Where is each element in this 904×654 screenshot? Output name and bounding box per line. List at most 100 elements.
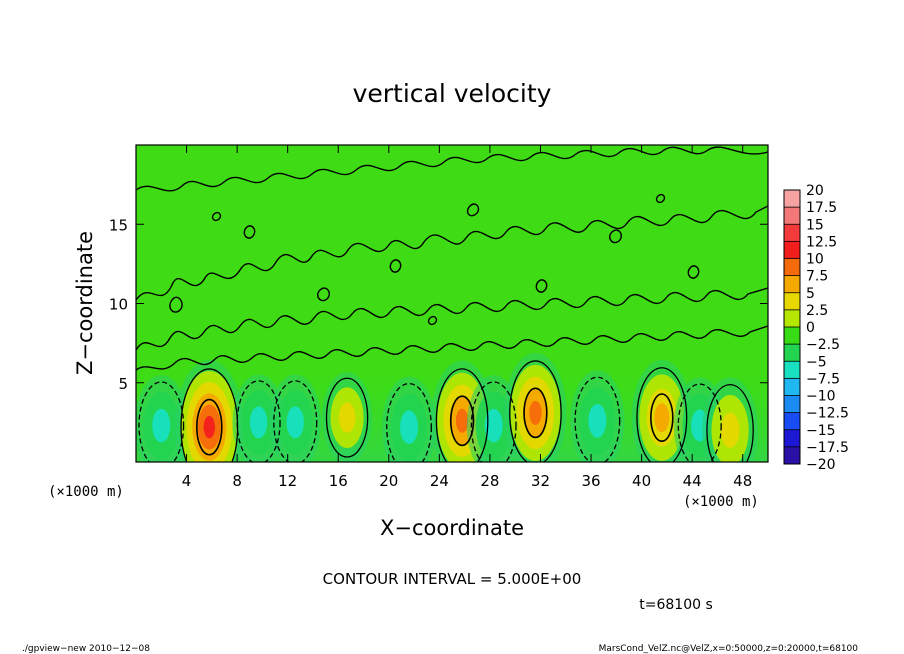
y-tick-label: 15 (109, 216, 128, 234)
cell-downdraft-3 (269, 374, 322, 462)
cell-updraft-4 (322, 372, 372, 462)
colorbar-swatch (784, 378, 800, 396)
cell-ring (152, 408, 171, 443)
cell-contour-4 (325, 377, 369, 458)
cell-contour-3 (273, 380, 318, 462)
cell-downdraft-7 (466, 375, 521, 462)
colorbar-label: −7.5 (806, 371, 840, 387)
x-axis-title: X−coordinate (380, 516, 524, 540)
x-tick-label: 36 (581, 472, 600, 490)
z-unit-label: (×1000 m) (683, 494, 759, 510)
cell-ring (400, 410, 419, 444)
contour-line (236, 380, 281, 462)
colorbar-swatch (784, 412, 800, 430)
x-tick-label: 40 (632, 472, 651, 490)
colorbar-swatch (784, 275, 800, 293)
colorbar-swatch (784, 241, 800, 259)
cell-ring (203, 415, 216, 439)
colorbar-label: −5 (806, 354, 827, 370)
cell-ring (588, 403, 607, 438)
colorbar-swatch (784, 224, 800, 242)
turbulent-contours (136, 146, 768, 371)
cell-contour-0 (138, 381, 185, 462)
cell-downdraft-9 (570, 370, 625, 462)
cell-contour-8 (509, 360, 562, 462)
colorbar-label: 5 (806, 286, 815, 302)
colorbar-swatch (784, 190, 800, 208)
colorbar-label: −12.5 (806, 406, 849, 422)
contour-line (574, 376, 621, 462)
colorbar-swatch (784, 207, 800, 225)
cell-downdraft-2 (232, 374, 285, 462)
colorbar-label: 7.5 (806, 269, 828, 285)
colorbar-label: 2.5 (806, 303, 828, 319)
cell-ring (484, 408, 503, 443)
colorbar-label: 20 (806, 183, 824, 199)
contour-line (470, 381, 517, 462)
cell-ring (338, 402, 356, 433)
contour-line (386, 382, 432, 462)
y-axis: 5 10 15 (109, 216, 768, 393)
x-tick-label: 28 (480, 472, 499, 490)
colorbar-label: 0 (806, 320, 815, 336)
colorbar-swatch (784, 258, 800, 276)
cell-contour-2 (236, 380, 281, 462)
colorbar-label: −20 (806, 457, 836, 473)
cell-contour-10 (636, 367, 688, 462)
cell-downdraft-5 (382, 376, 436, 462)
chart-title: vertical velocity (353, 79, 552, 108)
contour-line (435, 368, 489, 462)
cell-ring (455, 408, 469, 433)
contour-line-inner (449, 395, 475, 447)
contour-line (325, 377, 369, 458)
contour-line (636, 367, 688, 462)
cell-ring (249, 406, 268, 439)
colorbar-swatch (784, 446, 800, 464)
cell-contour-7 (470, 381, 517, 462)
colorbar-label: −17.5 (806, 440, 849, 456)
colorbar-label: −15 (806, 423, 836, 439)
x-unit-label: (×1000 m) (48, 484, 124, 500)
contour-line (706, 383, 754, 462)
colorbar-swatch (784, 395, 800, 413)
time-label: t=68100 s (639, 597, 713, 613)
x-axis: 4 8 12 16 20 24 28 32 36 40 44 48 (182, 145, 752, 490)
cell-contours (138, 360, 754, 462)
colorbar-label: −2.5 (806, 337, 840, 353)
cell-contour-9 (574, 376, 621, 462)
y-tick-label: 5 (118, 375, 128, 393)
cell-downdraft-0 (136, 375, 189, 462)
x-tick-label: 20 (379, 472, 398, 490)
x-tick-label: 4 (182, 472, 192, 490)
colorbar-swatch (784, 327, 800, 345)
colorbar-label: 10 (806, 252, 824, 268)
colorbar-swatch (784, 292, 800, 310)
contour-line (138, 381, 185, 462)
cell-updraft-8 (504, 352, 567, 462)
colorbar-swatch (784, 344, 800, 362)
x-tick-label: 8 (232, 472, 242, 490)
colorbar-swatch (784, 361, 800, 379)
contour-line-inner (523, 387, 548, 439)
contour-line (677, 383, 722, 462)
colorbar-label: −10 (806, 389, 836, 405)
cell-ring (654, 403, 670, 433)
cell-ring (529, 400, 542, 425)
colorbar-swatch (784, 429, 800, 447)
y-tick-label: 10 (109, 296, 128, 314)
contour-line (273, 380, 318, 462)
cell-contour-12 (706, 383, 754, 462)
contour-line-inner (650, 393, 674, 443)
x-tick-label: 24 (430, 472, 449, 490)
cell-contour-6 (435, 368, 489, 462)
colorbar-label: 15 (806, 217, 824, 233)
plot-area (135, 144, 769, 463)
x-tick-label: 44 (683, 472, 702, 490)
x-tick-label: 16 (329, 472, 348, 490)
x-tick-label: 32 (531, 472, 550, 490)
cell-updraft-1 (175, 359, 244, 462)
colorbar-label: 12.5 (806, 234, 837, 250)
y-axis-title: Z−coordinate (73, 231, 97, 375)
